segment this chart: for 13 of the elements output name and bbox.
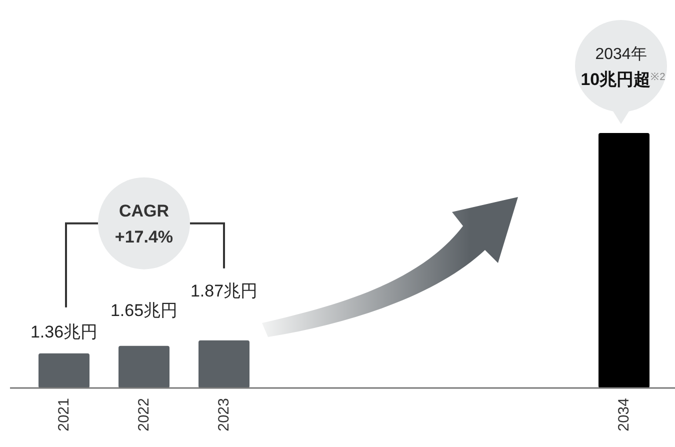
data-label: 1.65兆円 [110, 300, 178, 320]
x-tick-label: 2023 [216, 398, 232, 432]
x-tick-label: 2034 [616, 398, 632, 432]
x-tick-label: 2021 [56, 398, 72, 432]
bar [598, 133, 650, 388]
bar [118, 346, 170, 388]
data-label: 1.87兆円 [190, 280, 258, 300]
data-label: 2034年 10兆円超$^{※2}$ [580, 46, 666, 89]
bar [38, 353, 90, 388]
annotation: CAGR +17.4% [114, 201, 174, 246]
data-label: 1.36兆円 [30, 322, 98, 341]
x-tick-label: 2022 [136, 398, 152, 432]
bar [198, 340, 250, 388]
